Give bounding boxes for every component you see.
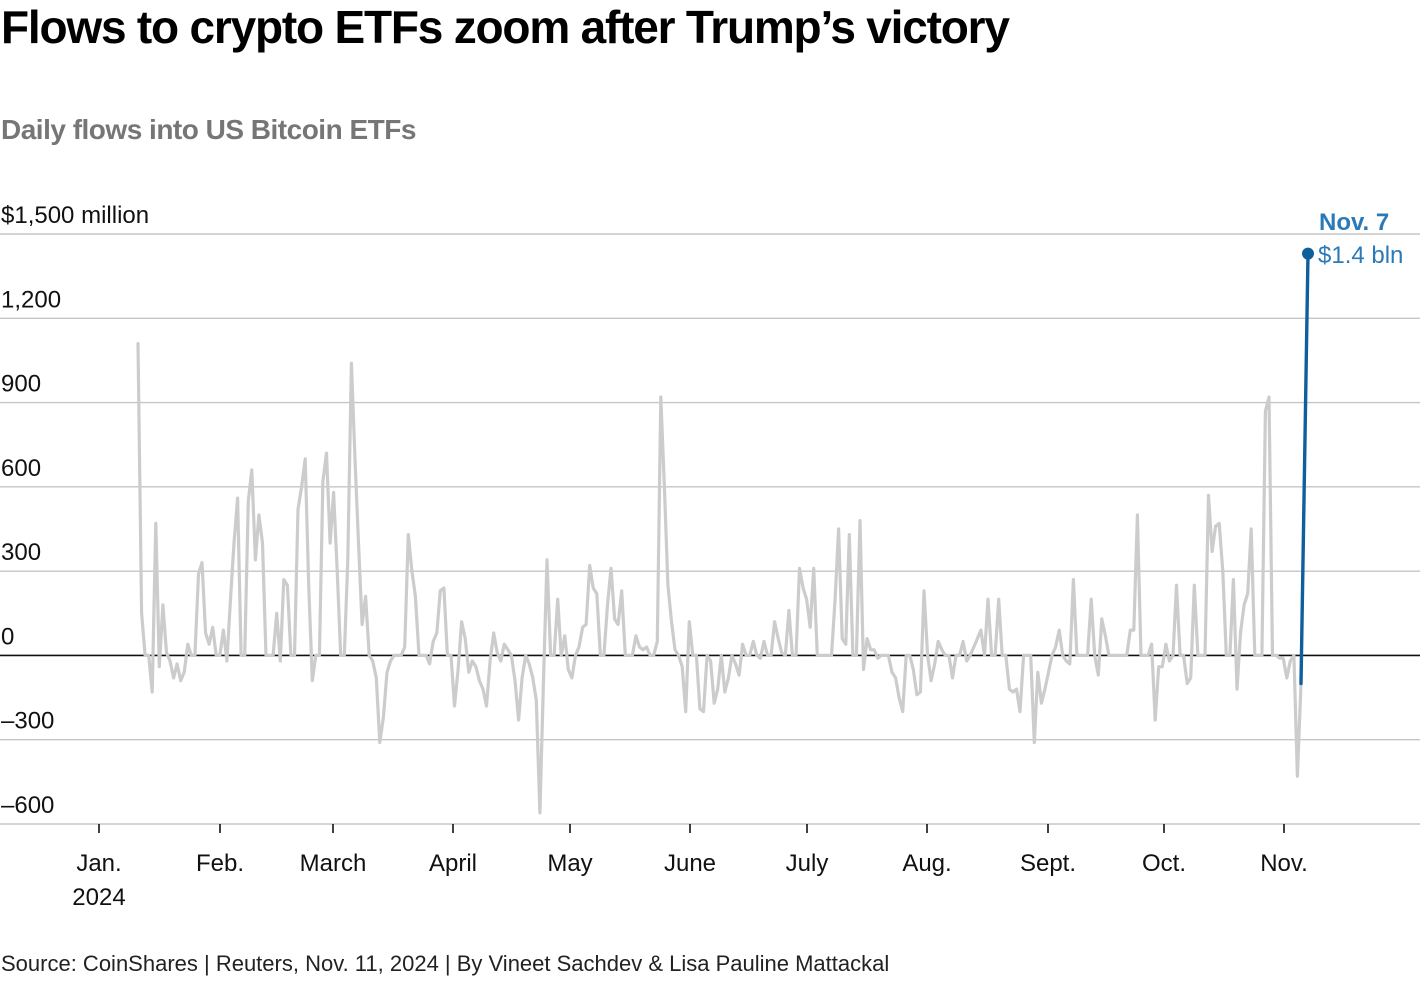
series-line-daily-flows: [136, 342, 1303, 815]
x-tick-label: July: [786, 850, 829, 877]
source-note: Source: CoinShares | Reuters, Nov. 11, 2…: [1, 951, 890, 976]
y-tick-label: –300: [1, 708, 54, 735]
x-tick-label: Nov.: [1260, 850, 1308, 877]
chart-subtitle: Daily flows into US Bitcoin ETFs: [1, 114, 416, 145]
highlight-point: [1302, 247, 1314, 260]
x-tick-label: Aug.: [902, 850, 951, 877]
y-tick-label: $1,500 million: [1, 202, 149, 229]
x-tick-label: Oct.: [1142, 850, 1186, 877]
y-axis-labels: $1,500 million 1,200 900 600 300 0 –300 –600: [1, 202, 149, 819]
x-tick-label: March: [300, 850, 367, 877]
chart-title: Flows to crypto ETFs zoom after Trump’s …: [1, 1, 1010, 53]
series-layer: [136, 247, 1314, 815]
x-tick-label: Feb.: [196, 850, 244, 877]
y-tick-label: 300: [1, 539, 41, 566]
y-tick-label: 1,200: [1, 286, 61, 313]
series-line-highlight: [1299, 251, 1310, 686]
annotation-layer: Nov. 7 $1.4 bln: [1318, 209, 1403, 269]
annotation-value: $1.4 bln: [1318, 242, 1403, 269]
annotation-date: Nov. 7: [1319, 209, 1389, 236]
y-tick-label: 0: [1, 623, 14, 650]
y-tick-label: 600: [1, 455, 41, 482]
x-tick-label: April: [429, 850, 477, 877]
x-tick-label: Sept.: [1020, 850, 1076, 877]
y-tick-label: 900: [1, 371, 41, 398]
x-tick-label: May: [547, 850, 592, 877]
x-tick-label: June: [664, 850, 716, 877]
grid-layer: [0, 233, 1420, 825]
x-tick-sublabel: 2024: [72, 884, 125, 911]
y-tick-label: –600: [1, 792, 54, 819]
x-axis-labels: Jan. 2024 Feb. March April May June July Aug. Sep…: [72, 824, 1308, 911]
x-tick-label: Jan.: [76, 850, 121, 877]
